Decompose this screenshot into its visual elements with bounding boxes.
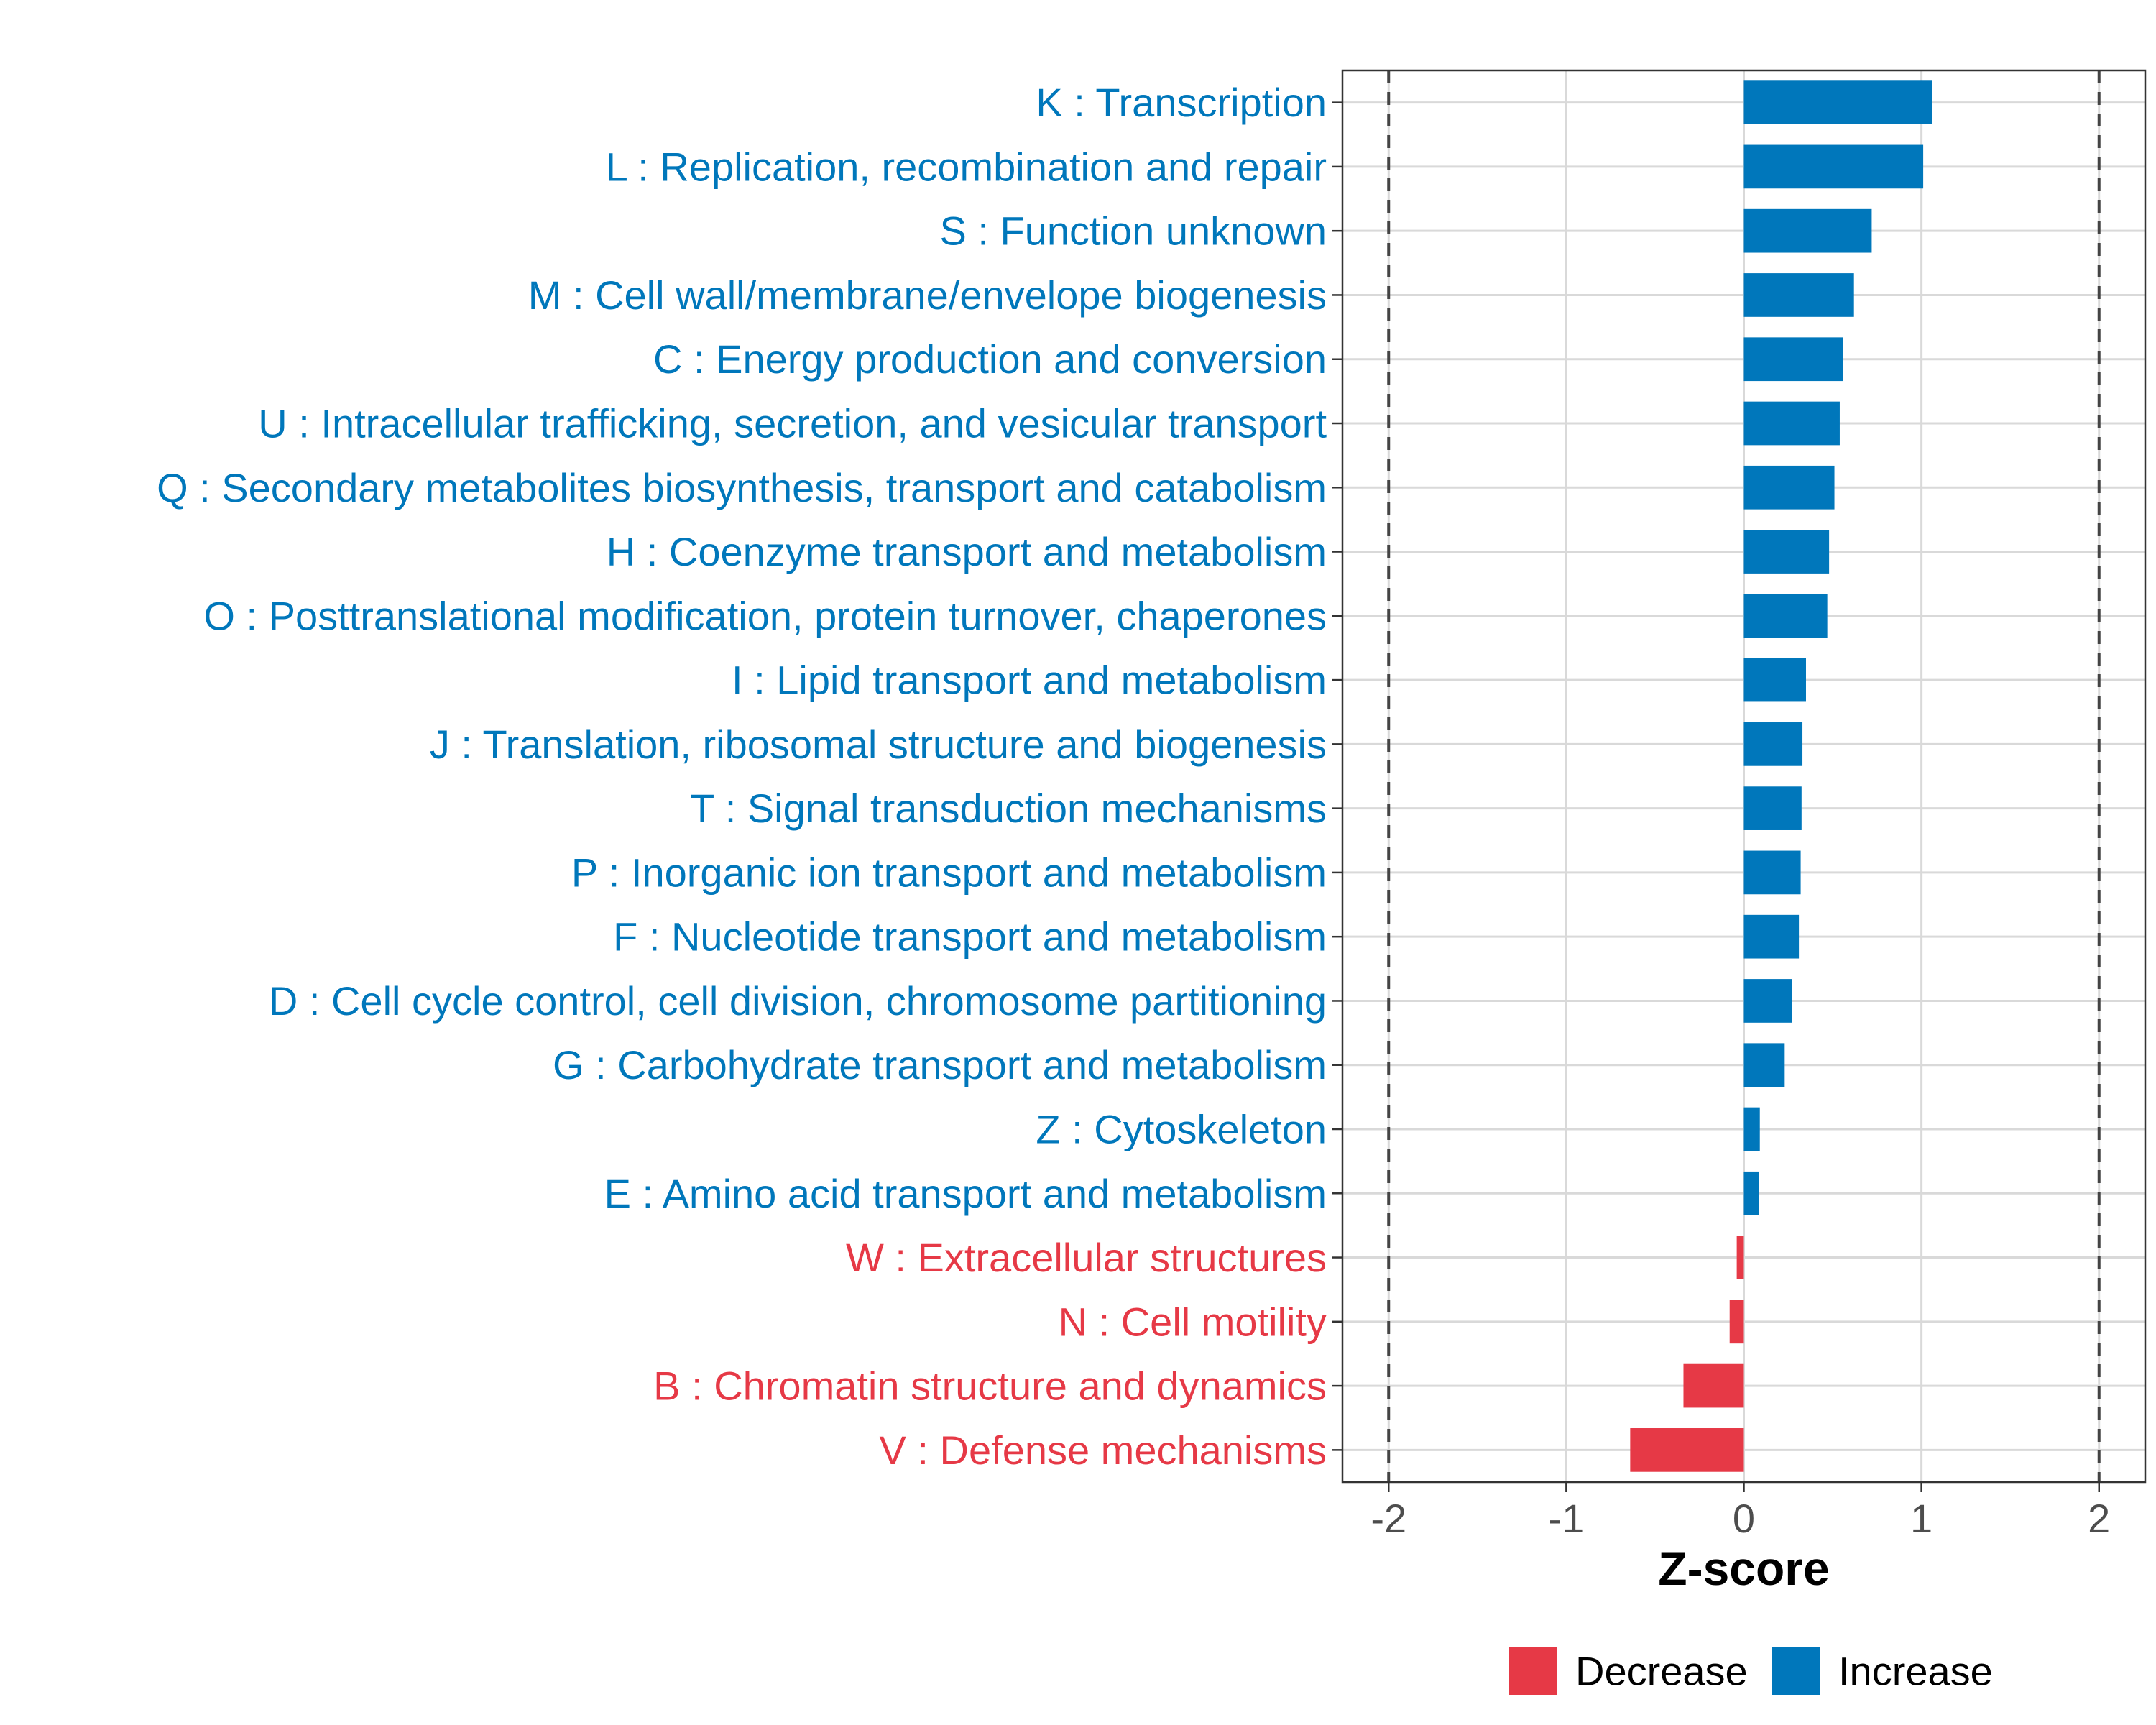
bar-14 bbox=[1743, 979, 1792, 1023]
category-label-20: B : Chromatin structure and dynamics bbox=[653, 1363, 1327, 1409]
category-label-0: K : Transcription bbox=[1036, 80, 1327, 125]
bar-17 bbox=[1743, 1171, 1759, 1215]
bar-11 bbox=[1743, 786, 1802, 830]
category-label-21: V : Defense mechanisms bbox=[880, 1427, 1327, 1473]
bar-19 bbox=[1729, 1300, 1744, 1344]
category-label-6: Q : Secondary metabolites biosynthesis, … bbox=[157, 465, 1327, 510]
category-label-3: M : Cell wall/membrane/envelope biogenes… bbox=[528, 272, 1327, 318]
bar-18 bbox=[1736, 1236, 1744, 1279]
bar-1 bbox=[1743, 144, 1924, 189]
category-label-18: W : Extracellular structures bbox=[846, 1235, 1327, 1280]
bar-0 bbox=[1743, 80, 1932, 124]
bar-20 bbox=[1683, 1363, 1744, 1408]
bar-4 bbox=[1743, 337, 1843, 382]
reference-lines bbox=[1387, 70, 2101, 1482]
legend-swatch-decrease bbox=[1509, 1647, 1557, 1695]
legend-label-increase: Increase bbox=[1838, 1649, 1993, 1694]
x-tick-label-1: -1 bbox=[1548, 1496, 1584, 1541]
bar-2 bbox=[1743, 208, 1872, 253]
category-label-8: O : Posttranslational modification, prot… bbox=[203, 593, 1327, 638]
bar-3 bbox=[1743, 273, 1854, 317]
category-label-2: S : Function unknown bbox=[939, 208, 1327, 254]
bar-15 bbox=[1743, 1043, 1785, 1087]
bar-21 bbox=[1630, 1428, 1744, 1472]
bar-16 bbox=[1743, 1107, 1760, 1151]
category-label-11: T : Signal transduction mechanisms bbox=[690, 786, 1327, 831]
category-label-1: L : Replication, recombination and repai… bbox=[606, 144, 1327, 189]
category-label-19: N : Cell motility bbox=[1059, 1299, 1327, 1344]
bars-layer bbox=[1630, 80, 1932, 1472]
bar-12 bbox=[1743, 850, 1801, 895]
bar-5 bbox=[1743, 401, 1840, 446]
legend-label-decrease: Decrease bbox=[1575, 1649, 1748, 1694]
x-tick-label-3: 1 bbox=[1910, 1496, 1932, 1541]
bar-13 bbox=[1743, 914, 1800, 959]
x-tick-label-0: -2 bbox=[1370, 1496, 1406, 1541]
category-label-10: J : Translation, ribosomal structure and… bbox=[430, 722, 1327, 767]
category-label-12: P : Inorganic ion transport and metaboli… bbox=[571, 850, 1327, 895]
legend: Decrease Increase bbox=[1509, 1647, 1993, 1695]
category-label-13: F : Nucleotide transport and metabolism bbox=[613, 914, 1327, 960]
category-label-14: D : Cell cycle control, cell division, c… bbox=[269, 978, 1327, 1024]
legend-swatch-increase bbox=[1772, 1647, 1820, 1695]
category-label-7: H : Coenzyme transport and metabolism bbox=[607, 529, 1327, 574]
y-axis-ticks bbox=[1332, 101, 1342, 1451]
bar-6 bbox=[1743, 465, 1835, 510]
x-tick-label-2: 0 bbox=[1733, 1496, 1755, 1541]
bar-8 bbox=[1743, 594, 1828, 638]
bar-9 bbox=[1743, 658, 1806, 702]
category-label-4: C : Energy production and conversion bbox=[653, 336, 1327, 382]
category-label-15: G : Carbohydrate transport and metabolis… bbox=[553, 1042, 1327, 1087]
category-label-17: E : Amino acid transport and metabolism bbox=[604, 1171, 1327, 1216]
category-label-9: I : Lipid transport and metabolism bbox=[732, 658, 1327, 703]
x-tick-label-4: 2 bbox=[2088, 1496, 2110, 1541]
category-label-5: U : Intracellular trafficking, secretion… bbox=[258, 401, 1327, 446]
bar-7 bbox=[1743, 530, 1830, 574]
x-axis-ticks: -2 -1 0 1 2 bbox=[1370, 1482, 2110, 1541]
bar-10 bbox=[1743, 722, 1803, 766]
x-axis-title: Z-score bbox=[1658, 1542, 1829, 1595]
category-labels: K : Transcription L : Replication, recomb… bbox=[157, 80, 1327, 1473]
category-label-16: Z : Cytoskeleton bbox=[1036, 1107, 1327, 1152]
